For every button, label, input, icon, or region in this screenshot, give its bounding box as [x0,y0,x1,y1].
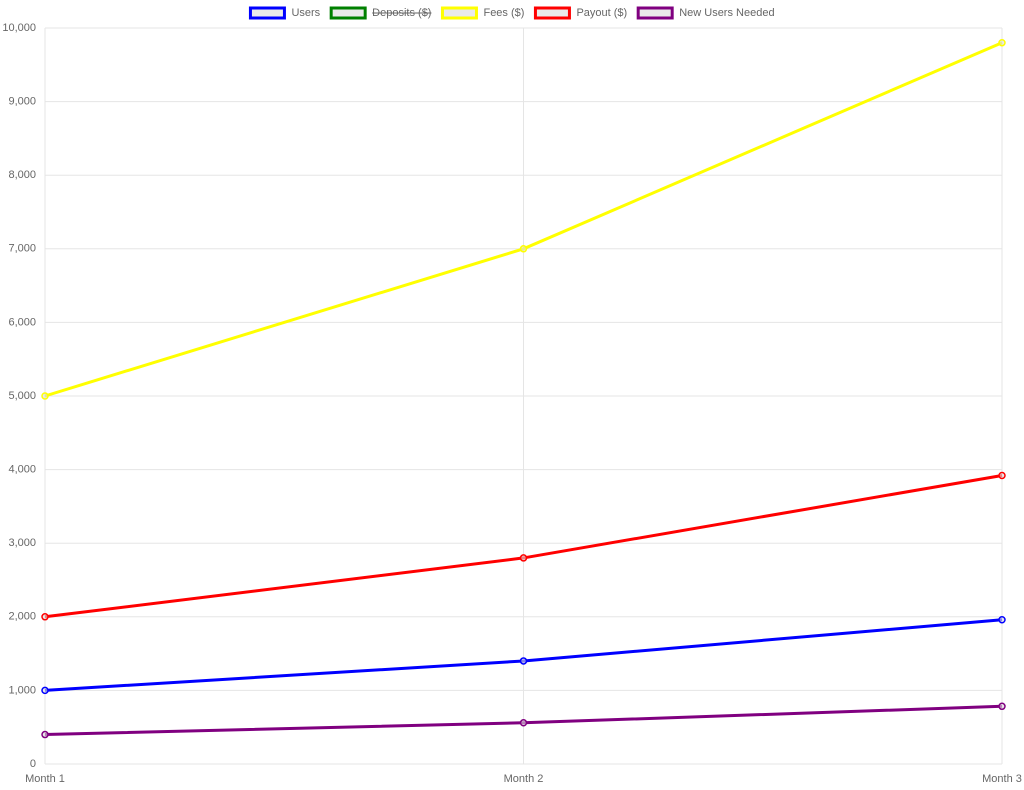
data-point [41,392,49,400]
x-tick-label: Month 1 [25,773,65,785]
data-point [519,245,528,253]
data-point [519,719,528,727]
x-tick-label: Month 3 [982,773,1022,785]
data-point [519,554,528,562]
legend-swatch [329,6,367,20]
legend-swatch [248,6,286,20]
y-tick-label: 5,000 [8,390,36,402]
y-tick-label: 2,000 [8,611,36,623]
data-point [998,38,1006,47]
data-point [998,471,1006,480]
y-tick-label: 10,000 [2,22,36,34]
legend-label: Users [291,7,320,19]
data-point [998,702,1006,711]
legend-item[interactable]: Deposits ($) [329,6,432,20]
y-tick-label: 6,000 [8,316,36,328]
legend-item[interactable]: Payout ($) [533,6,627,20]
y-tick-label: 3,000 [8,537,36,549]
legend-label: Payout ($) [576,7,627,19]
y-tick-label: 4,000 [8,464,36,476]
data-point [519,657,528,665]
x-tick-label: Month 2 [504,773,544,785]
legend-item[interactable]: Fees ($) [440,6,524,20]
y-tick-label: 0 [30,758,36,770]
legend-label: Fees ($) [483,7,524,19]
data-point [41,686,49,695]
y-tick-label: 7,000 [8,243,36,255]
y-tick-label: 8,000 [8,169,36,181]
data-point [998,615,1006,624]
y-tick-label: 1,000 [8,684,36,696]
legend-item[interactable]: New Users Needed [636,6,775,20]
legend-label: New Users Needed [679,7,774,19]
data-point [41,730,49,739]
legend-swatch [440,6,478,20]
legend-swatch [636,6,674,20]
data-point [41,613,49,621]
legend-swatch [533,6,571,20]
legend-item[interactable]: Users [248,6,321,20]
y-tick-label: 9,000 [8,96,36,108]
